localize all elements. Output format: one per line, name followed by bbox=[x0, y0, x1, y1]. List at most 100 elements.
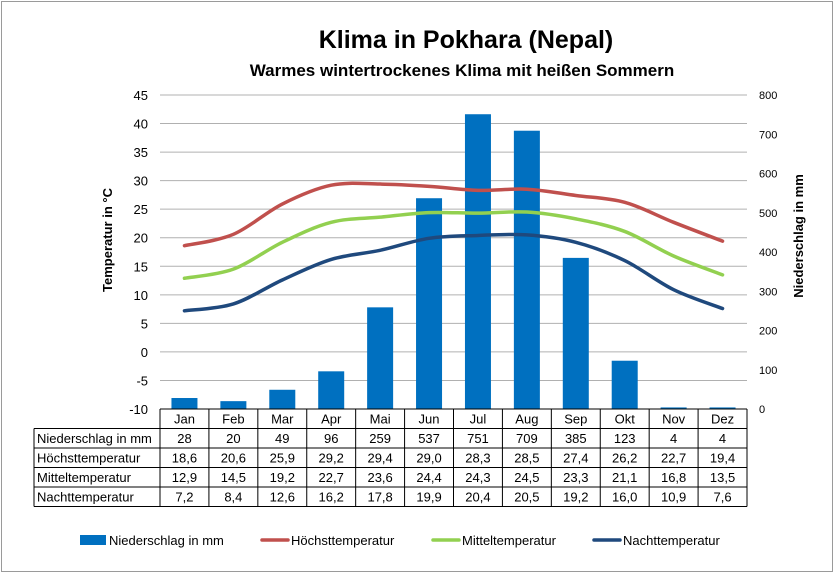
y-tick-right: 100 bbox=[759, 365, 777, 377]
y-tick-left: 15 bbox=[134, 259, 148, 274]
data-label: 23,3 bbox=[563, 470, 588, 485]
y-tick-right: 300 bbox=[759, 286, 777, 298]
x-tick-label: Apr bbox=[321, 412, 342, 427]
data-label: 24,4 bbox=[416, 470, 441, 485]
data-label: 12,9 bbox=[172, 470, 197, 485]
chart-subtitle: Warmes wintertrockenes Klima mit heißen … bbox=[250, 61, 675, 80]
data-label: 20,4 bbox=[465, 490, 490, 505]
x-tick-label: Mai bbox=[370, 412, 391, 427]
data-label: 16,0 bbox=[612, 490, 637, 505]
data-label: 537 bbox=[418, 431, 440, 446]
data-label: 19,9 bbox=[416, 490, 441, 505]
data-label: 26,2 bbox=[612, 451, 637, 466]
precipitation-bar bbox=[367, 307, 394, 409]
y-tick-left: 35 bbox=[134, 145, 148, 160]
y-tick-left: 25 bbox=[134, 202, 148, 217]
y-tick-left: 45 bbox=[134, 88, 148, 103]
data-label: 709 bbox=[516, 431, 538, 446]
data-label: 7,6 bbox=[714, 490, 732, 505]
legend-item: Nachttemperatur bbox=[592, 533, 720, 548]
precipitation-bar bbox=[464, 114, 491, 410]
data-label: 123 bbox=[614, 431, 636, 446]
data-label: 29,0 bbox=[416, 451, 441, 466]
mitteltemperatur-line bbox=[182, 210, 725, 281]
precipitation-bar bbox=[660, 407, 687, 409]
y-tick-left: -10 bbox=[129, 402, 148, 417]
y-tick-left: 0 bbox=[141, 345, 148, 360]
legend-item: Niederschlag in mm bbox=[80, 533, 224, 548]
data-table: Jan Feb Mar Apr Mai Jun Jul Aug Sep Okt Nov Dez Nied… bbox=[33, 408, 748, 507]
precipitation-bar bbox=[171, 398, 198, 409]
data-label: 18,6 bbox=[172, 451, 197, 466]
table-row-label: Nachttemperatur bbox=[37, 490, 134, 505]
gridlines bbox=[160, 94, 747, 381]
legend-swatch bbox=[80, 535, 106, 545]
data-label: 28,5 bbox=[514, 451, 539, 466]
data-label: 20 bbox=[226, 431, 240, 446]
y-tick-left: 40 bbox=[134, 117, 148, 132]
data-label: 16,2 bbox=[319, 490, 344, 505]
data-label: 385 bbox=[565, 431, 587, 446]
y-axis-left-label: Temperatur in °C bbox=[100, 187, 115, 292]
y-tick-right: 200 bbox=[759, 326, 777, 338]
data-label: 49 bbox=[275, 431, 289, 446]
y-tick-left: 5 bbox=[141, 316, 148, 331]
y-tick-right: 500 bbox=[759, 208, 777, 220]
y-axis-right: 800 700 600 500 400 300 200 100 0 bbox=[759, 90, 777, 416]
data-label: 23,6 bbox=[367, 470, 392, 485]
table-row-label: Mitteltemperatur bbox=[37, 470, 132, 485]
x-tick-label: Jul bbox=[470, 412, 487, 427]
data-label: 20,5 bbox=[514, 490, 539, 505]
x-tick-label: Mar bbox=[271, 412, 294, 427]
y-axis-right-label: Niederschlag in mm bbox=[791, 174, 806, 298]
data-label: 17,8 bbox=[367, 490, 392, 505]
y-tick-left: 30 bbox=[134, 174, 148, 189]
precipitation-bar bbox=[220, 401, 247, 409]
x-tick-label: Jan bbox=[174, 412, 195, 427]
x-tick-label: Aug bbox=[515, 412, 538, 427]
legend-item: Mitteltemperatur bbox=[431, 533, 557, 548]
x-tick-label: Sep bbox=[564, 412, 587, 427]
data-label: 259 bbox=[369, 431, 391, 446]
y-tick-left: 10 bbox=[134, 288, 148, 303]
data-label: 16,8 bbox=[661, 470, 686, 485]
h-chsttemperatur-line bbox=[182, 181, 725, 248]
nachttemperatur-line bbox=[182, 232, 725, 313]
data-label: 13,5 bbox=[710, 470, 735, 485]
data-label: 8,4 bbox=[224, 490, 242, 505]
table-row-label: Höchsttemperatur bbox=[37, 451, 141, 466]
data-label: 20,6 bbox=[221, 451, 246, 466]
precipitation-bar bbox=[611, 360, 638, 409]
precipitation-bar bbox=[513, 130, 540, 409]
y-tick-right: 400 bbox=[759, 247, 777, 259]
data-label: 25,9 bbox=[270, 451, 295, 466]
y-tick-right: 700 bbox=[759, 129, 777, 141]
y-tick-left: 20 bbox=[134, 231, 148, 246]
legend-item: Höchsttemperatur bbox=[260, 533, 395, 548]
table-row-label: Niederschlag in mm bbox=[37, 431, 152, 446]
data-label: 19,4 bbox=[710, 451, 735, 466]
legend-label: Nachttemperatur bbox=[623, 533, 720, 548]
data-label: 24,5 bbox=[514, 470, 539, 485]
data-label: 14,5 bbox=[221, 470, 246, 485]
temperature-lines bbox=[182, 181, 725, 313]
data-label: 29,2 bbox=[319, 451, 344, 466]
y-tick-right: 0 bbox=[759, 404, 765, 416]
y-tick-left: -5 bbox=[136, 373, 148, 388]
data-label: 27,4 bbox=[563, 451, 588, 466]
data-label: 19,2 bbox=[563, 490, 588, 505]
data-label: 7,2 bbox=[175, 490, 193, 505]
data-label: 12,6 bbox=[270, 490, 295, 505]
precipitation-bar bbox=[709, 407, 736, 409]
data-label: 22,7 bbox=[319, 470, 344, 485]
precipitation-bars bbox=[171, 114, 736, 410]
data-label: 4 bbox=[670, 431, 677, 446]
x-tick-label: Feb bbox=[222, 412, 244, 427]
data-label: 29,4 bbox=[367, 451, 392, 466]
data-label: 21,1 bbox=[612, 470, 637, 485]
x-tick-label: Dez bbox=[711, 412, 734, 427]
legend-label: Höchsttemperatur bbox=[291, 533, 395, 548]
precipitation-bar bbox=[416, 198, 443, 409]
legend-label: Mitteltemperatur bbox=[462, 533, 557, 548]
